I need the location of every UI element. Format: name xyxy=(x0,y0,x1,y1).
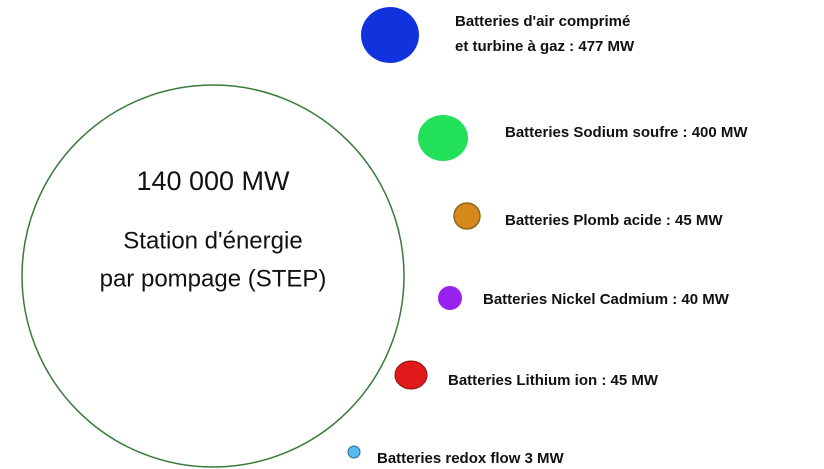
bubble xyxy=(347,445,361,459)
bubble xyxy=(361,7,419,63)
bubble xyxy=(418,115,468,161)
node-label: et turbine à gaz : 477 MW xyxy=(455,38,635,55)
node-label: Batteries redox flow 3 MW xyxy=(377,450,565,467)
node-label: Batteries Plomb acide : 45 MW xyxy=(505,212,723,229)
step-circle xyxy=(21,84,405,468)
center-value: 140 000 MW xyxy=(136,166,290,196)
bubble xyxy=(438,286,462,310)
node-label: Batteries d'air comprimé xyxy=(455,13,630,30)
bubble xyxy=(453,202,481,230)
center-label: Station d'énergie xyxy=(123,227,302,254)
bubble xyxy=(394,360,428,390)
node-label: Batteries Sodium soufre : 400 MW xyxy=(505,124,748,141)
node-label: Batteries Nickel Cadmium : 40 MW xyxy=(483,291,730,308)
center-label: par pompage (STEP) xyxy=(100,265,327,292)
node-label: Batteries Lithium ion : 45 MW xyxy=(448,372,659,389)
